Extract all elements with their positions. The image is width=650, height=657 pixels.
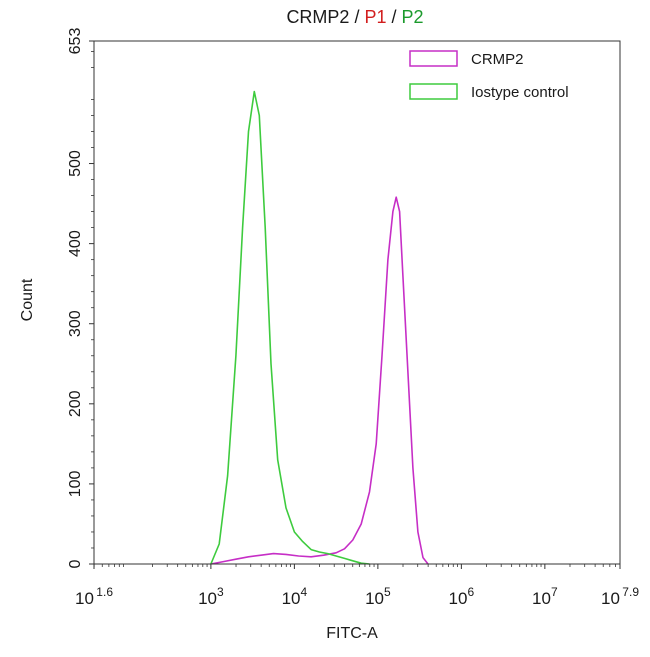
x-tick-label: 104 [282, 585, 308, 608]
y-tick-label: 200 [67, 390, 84, 417]
chart-title-part-2: P1 [364, 7, 386, 27]
chart-title: CRMP2 / P1 / P2 [286, 7, 423, 27]
x-tick-label: 106 [449, 585, 475, 608]
x-tick-exponent: 6 [467, 585, 474, 599]
x-tick-base: 10 [532, 589, 551, 608]
legend-swatch-crmp2 [409, 50, 458, 67]
axis-ticks: 10 1.6 103 104 105 106 107 10 7.90100200300400… [67, 28, 639, 608]
x-tick-base: 10 [365, 589, 384, 608]
legend-label-isotype: Iostype control [471, 84, 569, 101]
series-lines [210, 90, 429, 565]
x-tick-base: 10 [601, 589, 620, 608]
x-tick-exponent: 7.9 [620, 585, 639, 599]
x-tick-base: 10 [282, 589, 301, 608]
series-line-0 [210, 196, 429, 565]
chart-title-part-3: / [387, 7, 402, 27]
legend-swatch-isotype [409, 83, 458, 100]
x-tick-label: 105 [365, 585, 391, 608]
y-tick-label: 300 [67, 310, 84, 337]
chart-title-part-0: CRMP2 [286, 7, 349, 27]
chart-title-part-4: P2 [402, 7, 424, 27]
series-line-1 [210, 90, 370, 565]
y-tick-label: 0 [67, 559, 84, 568]
x-tick-base: 10 [449, 589, 468, 608]
x-axis-label: FITC-A [326, 625, 378, 642]
x-tick-exponent: 4 [300, 585, 307, 599]
x-tick-exponent: 5 [384, 585, 391, 599]
y-tick-label: 500 [67, 150, 84, 177]
x-tick-label: 10 7.9 [601, 585, 639, 608]
y-tick-label: 400 [67, 230, 84, 257]
legend-label-crmp2: CRMP2 [471, 51, 524, 68]
plot-frame [93, 40, 621, 565]
y-tick-label: 653 [67, 28, 84, 55]
x-tick-label: 107 [532, 585, 558, 608]
y-tick-label: 100 [67, 470, 84, 497]
chart-title-part-1: / [349, 7, 364, 27]
x-tick-base: 10 [198, 589, 217, 608]
x-tick-base: 10 [75, 589, 94, 608]
x-tick-exponent: 1.6 [94, 585, 113, 599]
x-tick-label: 103 [198, 585, 224, 608]
x-tick-exponent: 3 [217, 585, 224, 599]
y-axis-label: Count [19, 278, 36, 321]
x-tick-label: 10 1.6 [75, 585, 113, 608]
legend: CRMP2 Iostype control [409, 50, 569, 101]
x-tick-exponent: 7 [551, 585, 558, 599]
